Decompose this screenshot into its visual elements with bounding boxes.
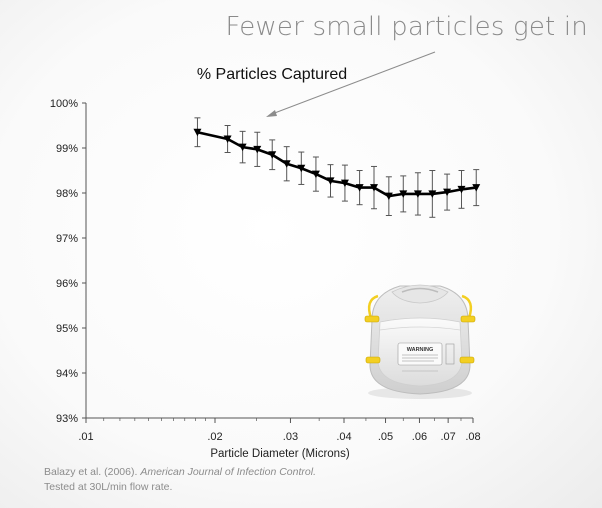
citation-journal: American Journal of Infection Control.: [140, 466, 316, 478]
x-axis-label: Particle Diameter (Microns): [210, 448, 349, 460]
data-point: [428, 190, 437, 198]
x-tick-label: .03: [283, 431, 298, 443]
error-bars: [194, 117, 480, 218]
callout-arrow: [266, 51, 436, 117]
x-tick-label: .06: [412, 431, 427, 443]
citation-authors: Balazy et al. (2006).: [44, 466, 141, 478]
data-point: [238, 143, 247, 152]
data-point: [355, 184, 364, 192]
data-point: [472, 184, 481, 192]
data-point: [282, 160, 291, 168]
citation-line-2: Tested at 30L/min flow rate.: [44, 481, 173, 493]
x-tick-label: .07: [441, 431, 456, 443]
mask-warning-label: WARNING: [407, 347, 434, 353]
respirator-mask-image: WARNING: [364, 284, 476, 399]
data-line: [197, 130, 477, 198]
data-point: [268, 151, 277, 159]
chart-title: % Particles Captured: [197, 66, 347, 83]
data-point: [326, 177, 335, 185]
x-tick-label: .05: [378, 431, 393, 443]
x-tick-label: .04: [336, 431, 351, 443]
data-point: [413, 190, 422, 198]
data-point: [370, 184, 379, 192]
data-point: [457, 185, 466, 194]
y-tick-label: 99%: [56, 143, 78, 155]
data-point: [311, 170, 320, 179]
y-tick-label: 100%: [50, 98, 78, 110]
data-point: [384, 192, 393, 201]
y-tick-label: 96%: [56, 278, 78, 290]
data-point: [443, 188, 452, 197]
y-tick-label: 97%: [56, 233, 78, 245]
citation-line-1: Balazy et al. (2006). American Journal o…: [44, 465, 316, 480]
x-tick-label: .08: [465, 431, 480, 443]
data-point: [253, 145, 262, 154]
headline: Fewer small particles get in: [225, 12, 588, 42]
data-point: [297, 164, 306, 173]
axes: 93% 94% 95% 96% 97% 98% 99% 100% .01 .02 .03 .04 .05…: [50, 98, 481, 443]
y-tick-label: 93%: [56, 413, 78, 425]
x-tick-label: .02: [207, 431, 222, 443]
data-point: [399, 190, 408, 198]
x-tick-label: .01: [78, 431, 93, 443]
data-point: [223, 135, 232, 143]
y-tick-label: 95%: [56, 323, 78, 335]
y-tick-label: 98%: [56, 188, 78, 200]
data-point: [193, 128, 202, 137]
y-tick-label: 94%: [56, 368, 78, 380]
data-point: [340, 179, 349, 188]
citation: Balazy et al. (2006). American Journal o…: [44, 465, 316, 495]
series-line: [193, 128, 481, 201]
